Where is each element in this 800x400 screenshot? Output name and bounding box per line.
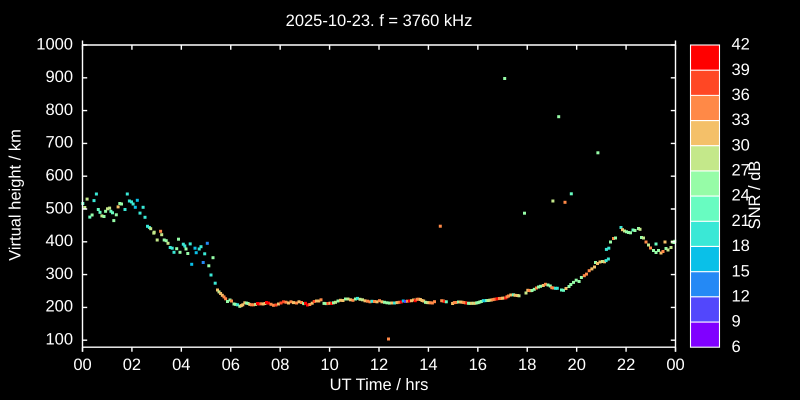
svg-text:400: 400 — [45, 232, 73, 250]
svg-text:UT Time / hrs: UT Time / hrs — [330, 376, 429, 394]
svg-text:02: 02 — [123, 356, 141, 374]
svg-text:600: 600 — [45, 167, 73, 185]
svg-text:33: 33 — [732, 111, 750, 129]
svg-text:Virtual height / km: Virtual height / km — [7, 129, 25, 261]
svg-text:21: 21 — [732, 212, 750, 230]
svg-text:18: 18 — [518, 356, 536, 374]
svg-text:06: 06 — [222, 356, 240, 374]
svg-text:700: 700 — [45, 134, 73, 152]
svg-text:00: 00 — [73, 356, 91, 374]
svg-text:SNR / dB: SNR / dB — [746, 161, 764, 230]
svg-text:04: 04 — [172, 356, 190, 374]
svg-text:30: 30 — [732, 136, 750, 154]
svg-text:100: 100 — [45, 331, 73, 349]
svg-text:08: 08 — [271, 356, 289, 374]
svg-text:22: 22 — [617, 356, 635, 374]
svg-text:36: 36 — [732, 86, 750, 104]
svg-text:14: 14 — [419, 356, 437, 374]
svg-text:00: 00 — [666, 356, 684, 374]
svg-text:200: 200 — [45, 298, 73, 316]
svg-text:1000: 1000 — [36, 35, 73, 53]
svg-text:9: 9 — [732, 313, 741, 331]
svg-text:39: 39 — [732, 61, 750, 79]
svg-text:10: 10 — [320, 356, 338, 374]
svg-text:42: 42 — [732, 36, 750, 54]
svg-text:27: 27 — [732, 162, 750, 180]
svg-text:12: 12 — [370, 356, 388, 374]
svg-text:16: 16 — [469, 356, 487, 374]
svg-text:12: 12 — [732, 287, 750, 305]
svg-text:800: 800 — [45, 101, 73, 119]
svg-text:900: 900 — [45, 68, 73, 86]
svg-text:500: 500 — [45, 199, 73, 217]
svg-text:24: 24 — [732, 187, 750, 205]
svg-text:20: 20 — [568, 356, 586, 374]
svg-text:18: 18 — [732, 237, 750, 255]
svg-text:15: 15 — [732, 262, 750, 280]
svg-text:2025-10-23. f = 3760 kHz: 2025-10-23. f = 3760 kHz — [286, 12, 473, 30]
svg-text:300: 300 — [45, 265, 73, 283]
svg-text:6: 6 — [732, 338, 741, 356]
